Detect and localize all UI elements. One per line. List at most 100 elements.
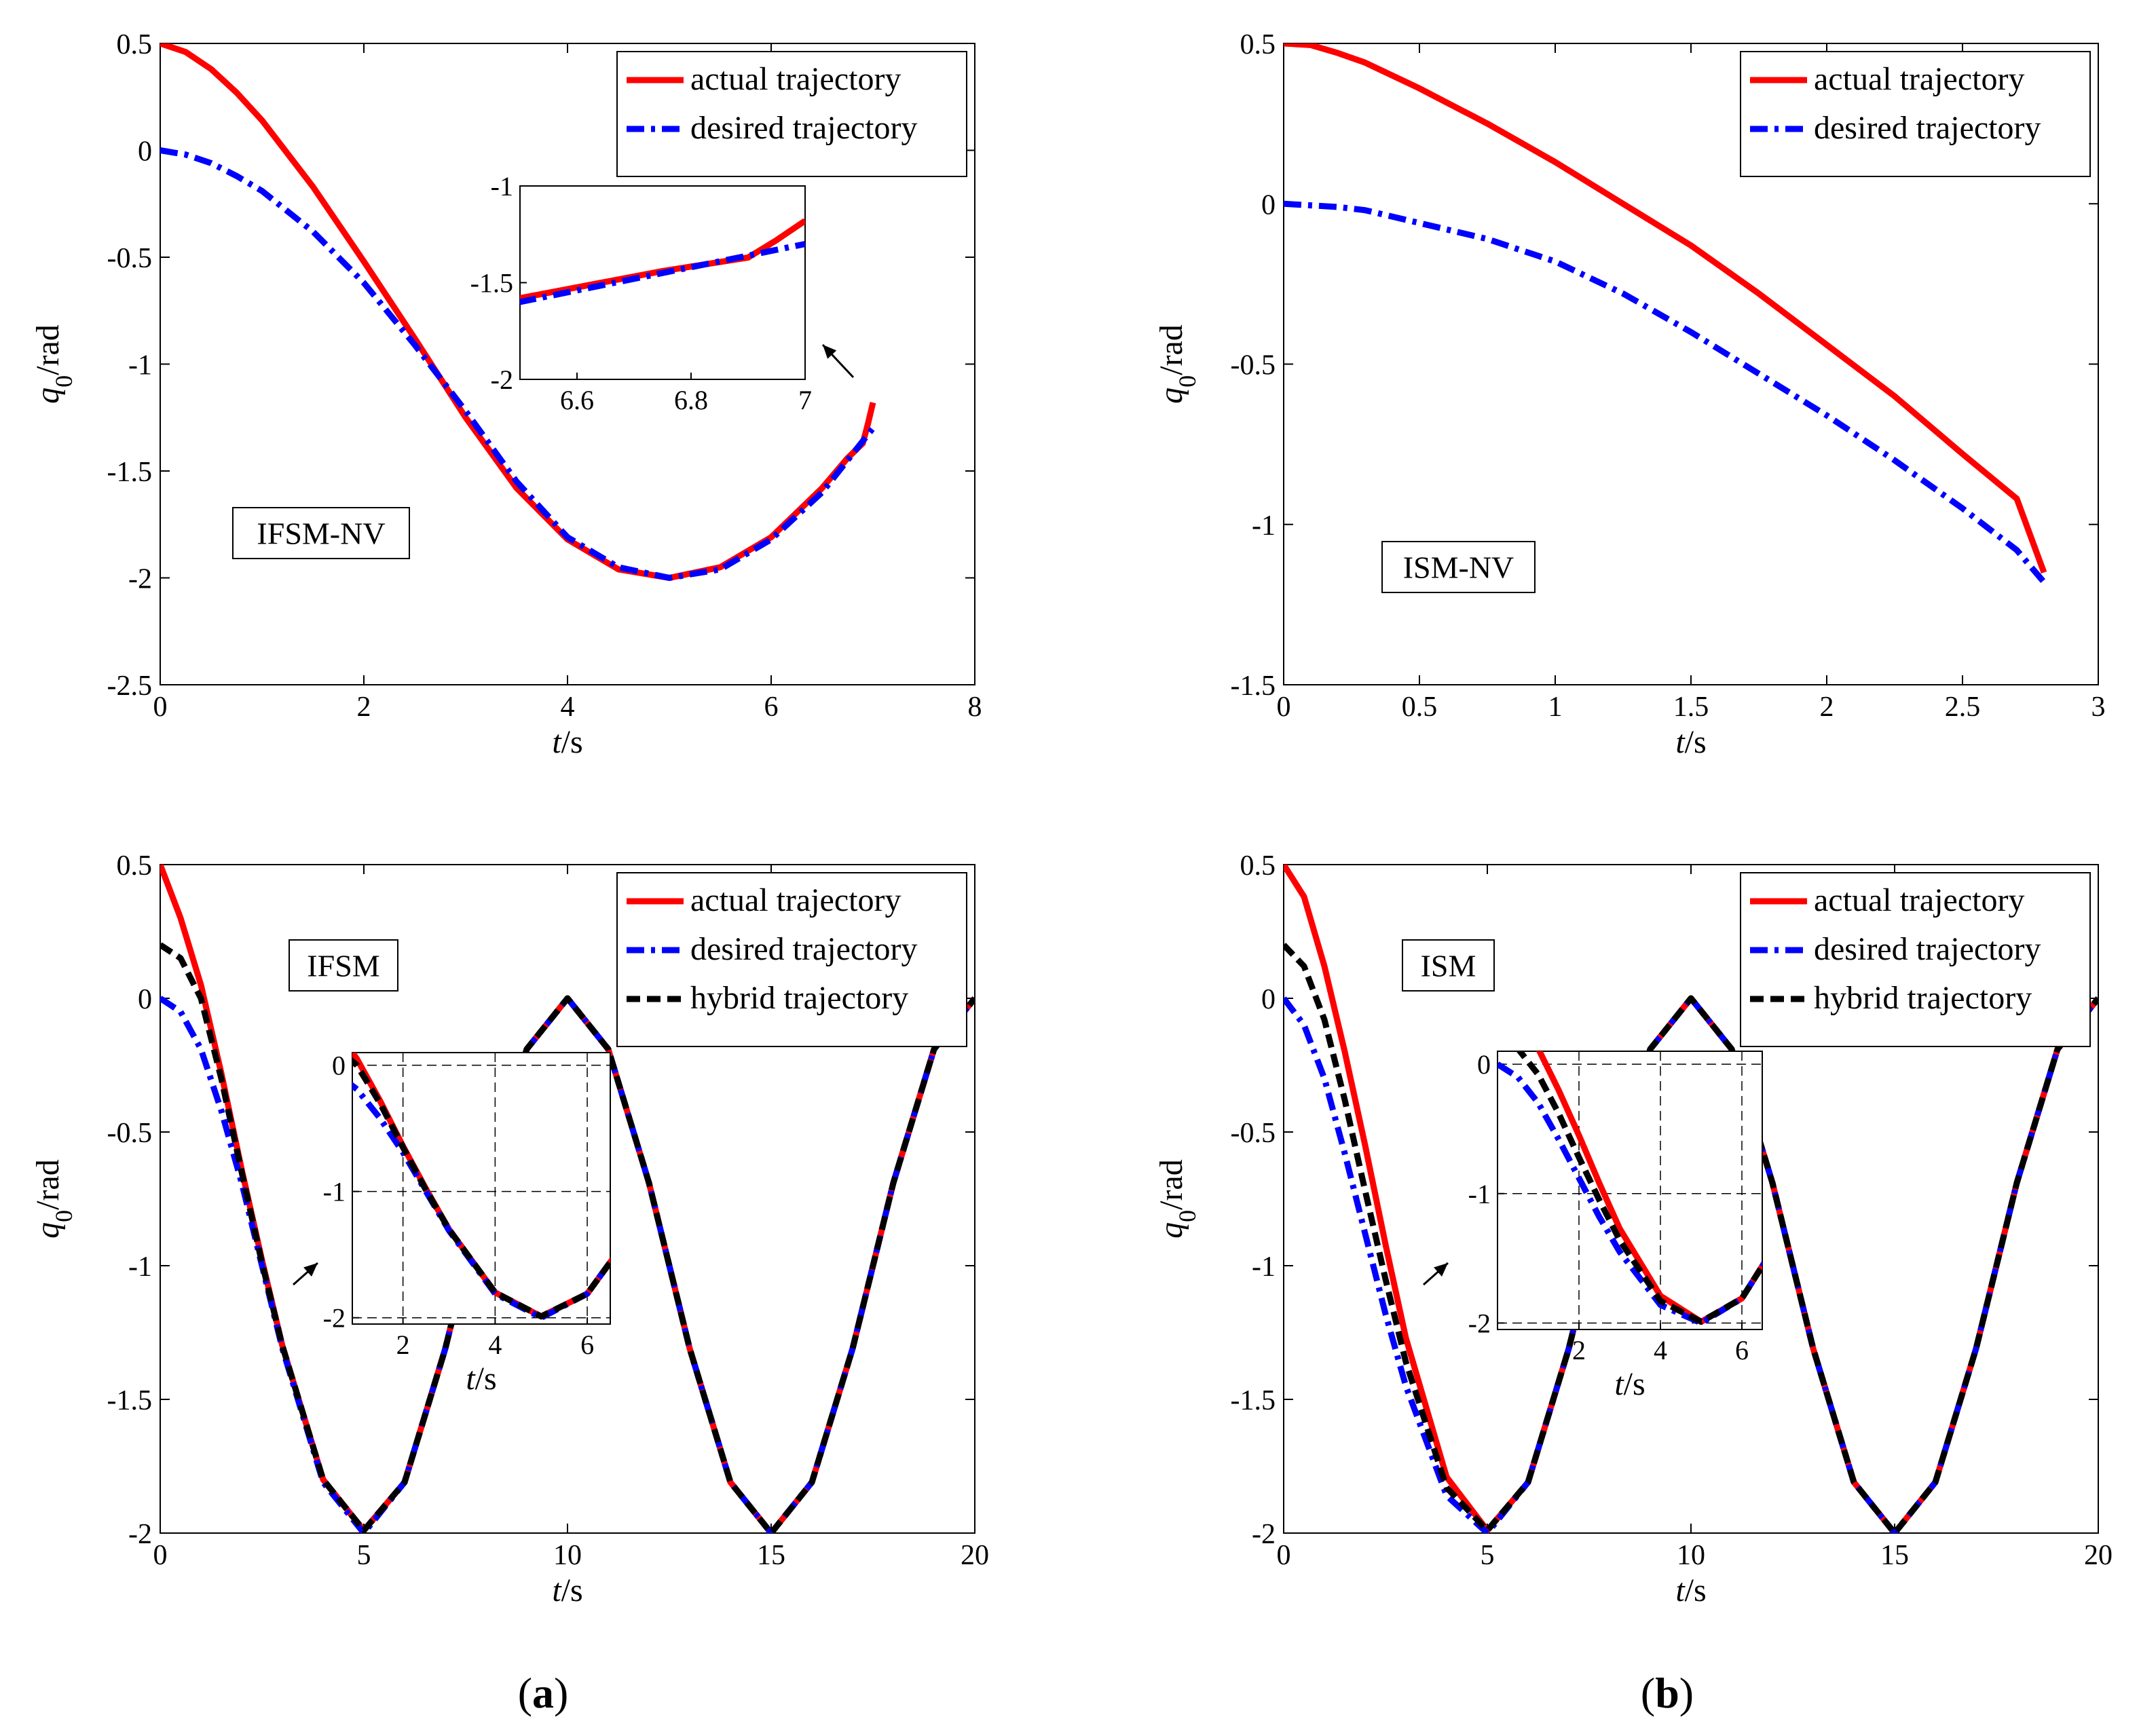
inset-x-tick-label: 4	[488, 1329, 502, 1360]
main-series-desired	[160, 147, 876, 581]
inset-x-tick-label: 6	[1735, 1335, 1749, 1365]
y-tick-label: -1.5	[1231, 671, 1276, 702]
annotation-box	[1402, 939, 1495, 992]
chart-ifsm: 0 5 10 15 200.50-0.5-1-1.5-2t/sq0/radIFSMact…	[30, 850, 989, 1608]
y-tick-label: 0.5	[1240, 29, 1276, 60]
x-tick-label: 0	[153, 692, 168, 723]
y-tick-label: -1.5	[1231, 1385, 1276, 1416]
chart-ism-nv: 0 0.5 1 1.5 2 2.5 30.50-0.5-1-1.5t/sq0/radISM-…	[1153, 29, 2106, 760]
inset-y-tick-label: -1	[323, 1177, 346, 1207]
y-tick-label: 0.5	[117, 850, 153, 882]
main-series-desired	[1284, 200, 2047, 584]
legend-label: actual trajectory	[690, 61, 901, 97]
x-tick-label: 10	[553, 1540, 582, 1571]
annotation-box	[289, 939, 398, 992]
x-axis-label-unit: /s	[1685, 1572, 1707, 1608]
y-tick-label: 0	[1261, 189, 1276, 221]
inset-x-tick-label: 6.8	[674, 385, 708, 415]
legend-label: desired trajectory	[690, 110, 918, 146]
y-tick-label: -0.5	[107, 1118, 153, 1149]
annotation-label: ISM-NV	[1403, 550, 1514, 585]
inset-x-axis-label: t/s	[1614, 1366, 1645, 1402]
y-tick-label: -2	[1252, 1519, 1276, 1550]
inset-x-axis-label: t/s	[466, 1361, 496, 1397]
x-tick-label: 0	[1277, 692, 1291, 723]
legend-label: actual trajectory	[1814, 61, 2024, 97]
legend-label: hybrid trajectory	[1814, 980, 2032, 1016]
main-series-hybrid	[1284, 943, 2098, 1533]
legend-label: hybrid trajectory	[690, 980, 908, 1016]
chart-ifsm-nv: 0 2 4 6 80.50-0.5-1-1.5-2-2.5t/sq0/radIFSM-N…	[30, 29, 982, 760]
y-tick-label: 0.5	[1240, 850, 1276, 882]
inset-x-axis-label-unit: /s	[475, 1361, 497, 1397]
inset-y-tick-label: -1	[1468, 1179, 1491, 1209]
y-tick-label: -1.5	[107, 1385, 153, 1416]
x-tick-label: 20	[2084, 1540, 2113, 1571]
inset-frame	[519, 185, 806, 380]
annotation-box	[232, 507, 410, 559]
y-tick-label: 0	[138, 136, 152, 168]
x-axis-label-italic: t	[1675, 1572, 1686, 1608]
chart-ism: 0 5 10 15 200.50-0.5-1-1.5-2t/sq0/radISMactu…	[1153, 850, 2113, 1608]
inset-x-axis-label-italic: t	[1614, 1366, 1624, 1402]
inset-frame	[1497, 1051, 1763, 1330]
inset-x-axis-label-italic: t	[466, 1361, 476, 1397]
x-tick-label: 15	[1880, 1540, 1909, 1571]
inset-x-tick-label: 6.6	[560, 385, 594, 415]
inset-y-tick-label: -2	[491, 364, 513, 395]
x-axis-label: t/s	[1675, 724, 1706, 760]
x-tick-label: 5	[357, 1540, 371, 1571]
main-series-hybrid	[160, 942, 975, 1533]
inset-x-tick-label: 4	[1654, 1335, 1667, 1365]
legend-label: desired trajectory	[1814, 931, 2041, 967]
x-tick-label: 1	[1548, 692, 1563, 723]
x-tick-label: 15	[757, 1540, 785, 1571]
inset-x-tick-label: 2	[1572, 1335, 1586, 1365]
x-axis-label: t/s	[552, 1572, 582, 1608]
inset-y-tick-label: -1.5	[470, 268, 513, 299]
x-tick-label: 0	[153, 1540, 168, 1571]
inset-pointer-arrowhead	[1434, 1263, 1448, 1277]
y-tick-label: -0.5	[1231, 1118, 1276, 1149]
y-tick-label: 0	[138, 984, 152, 1015]
x-axis-label-unit: /s	[561, 724, 583, 760]
x-tick-label: 2	[1820, 692, 1834, 723]
x-axis-label-unit: /s	[1685, 724, 1707, 760]
y-tick-label: -1	[128, 350, 152, 381]
y-axis-label-italic: q	[1153, 1222, 1189, 1239]
y-tick-label: -1	[1252, 510, 1276, 542]
x-tick-label: 10	[1677, 1540, 1705, 1571]
y-tick-label: 0	[1261, 984, 1276, 1015]
x-tick-label: 2	[357, 692, 371, 723]
inset-series-actual	[352, 1053, 610, 1320]
annotation-label: IFSM-NV	[257, 516, 385, 551]
y-axis-label-sub: 0	[1174, 1210, 1201, 1222]
y-axis-label: q0/rad	[30, 324, 77, 404]
y-tick-label: -0.5	[107, 243, 153, 274]
x-tick-label: 5	[1481, 1540, 1495, 1571]
y-axis-label: q0/rad	[30, 1159, 77, 1239]
y-axis-label-unit: /rad	[1153, 1159, 1189, 1210]
legend-label: actual trajectory	[690, 882, 901, 918]
annotation-label: ISM	[1421, 949, 1476, 983]
y-axis-label-unit: /rad	[30, 1159, 66, 1210]
inset-y-tick-label: -2	[323, 1303, 346, 1334]
y-axis-label-italic: q	[30, 1222, 66, 1239]
inset-x-tick-label: 6	[580, 1329, 594, 1360]
legend-label: desired trajectory	[1814, 110, 2041, 146]
inset-x-tick-label: 2	[396, 1329, 410, 1360]
annotation-label: IFSM	[307, 949, 379, 983]
x-tick-label: 0.5	[1402, 692, 1438, 723]
x-axis-label-italic: t	[1675, 724, 1686, 760]
x-axis-label: t/s	[552, 724, 582, 760]
legend-label: actual trajectory	[1814, 882, 2024, 918]
y-axis-label-italic: q	[30, 388, 66, 404]
panel-label-b: (b)	[1641, 1669, 1694, 1717]
y-axis-label-unit: /rad	[30, 324, 66, 375]
x-tick-label: 8	[968, 692, 982, 723]
inset-y-tick-label: -1	[491, 171, 513, 202]
inset-y-tick-label: -2	[1468, 1308, 1491, 1338]
y-tick-label: -1	[1252, 1251, 1276, 1283]
inset-x-tick-label: 7	[798, 385, 812, 415]
